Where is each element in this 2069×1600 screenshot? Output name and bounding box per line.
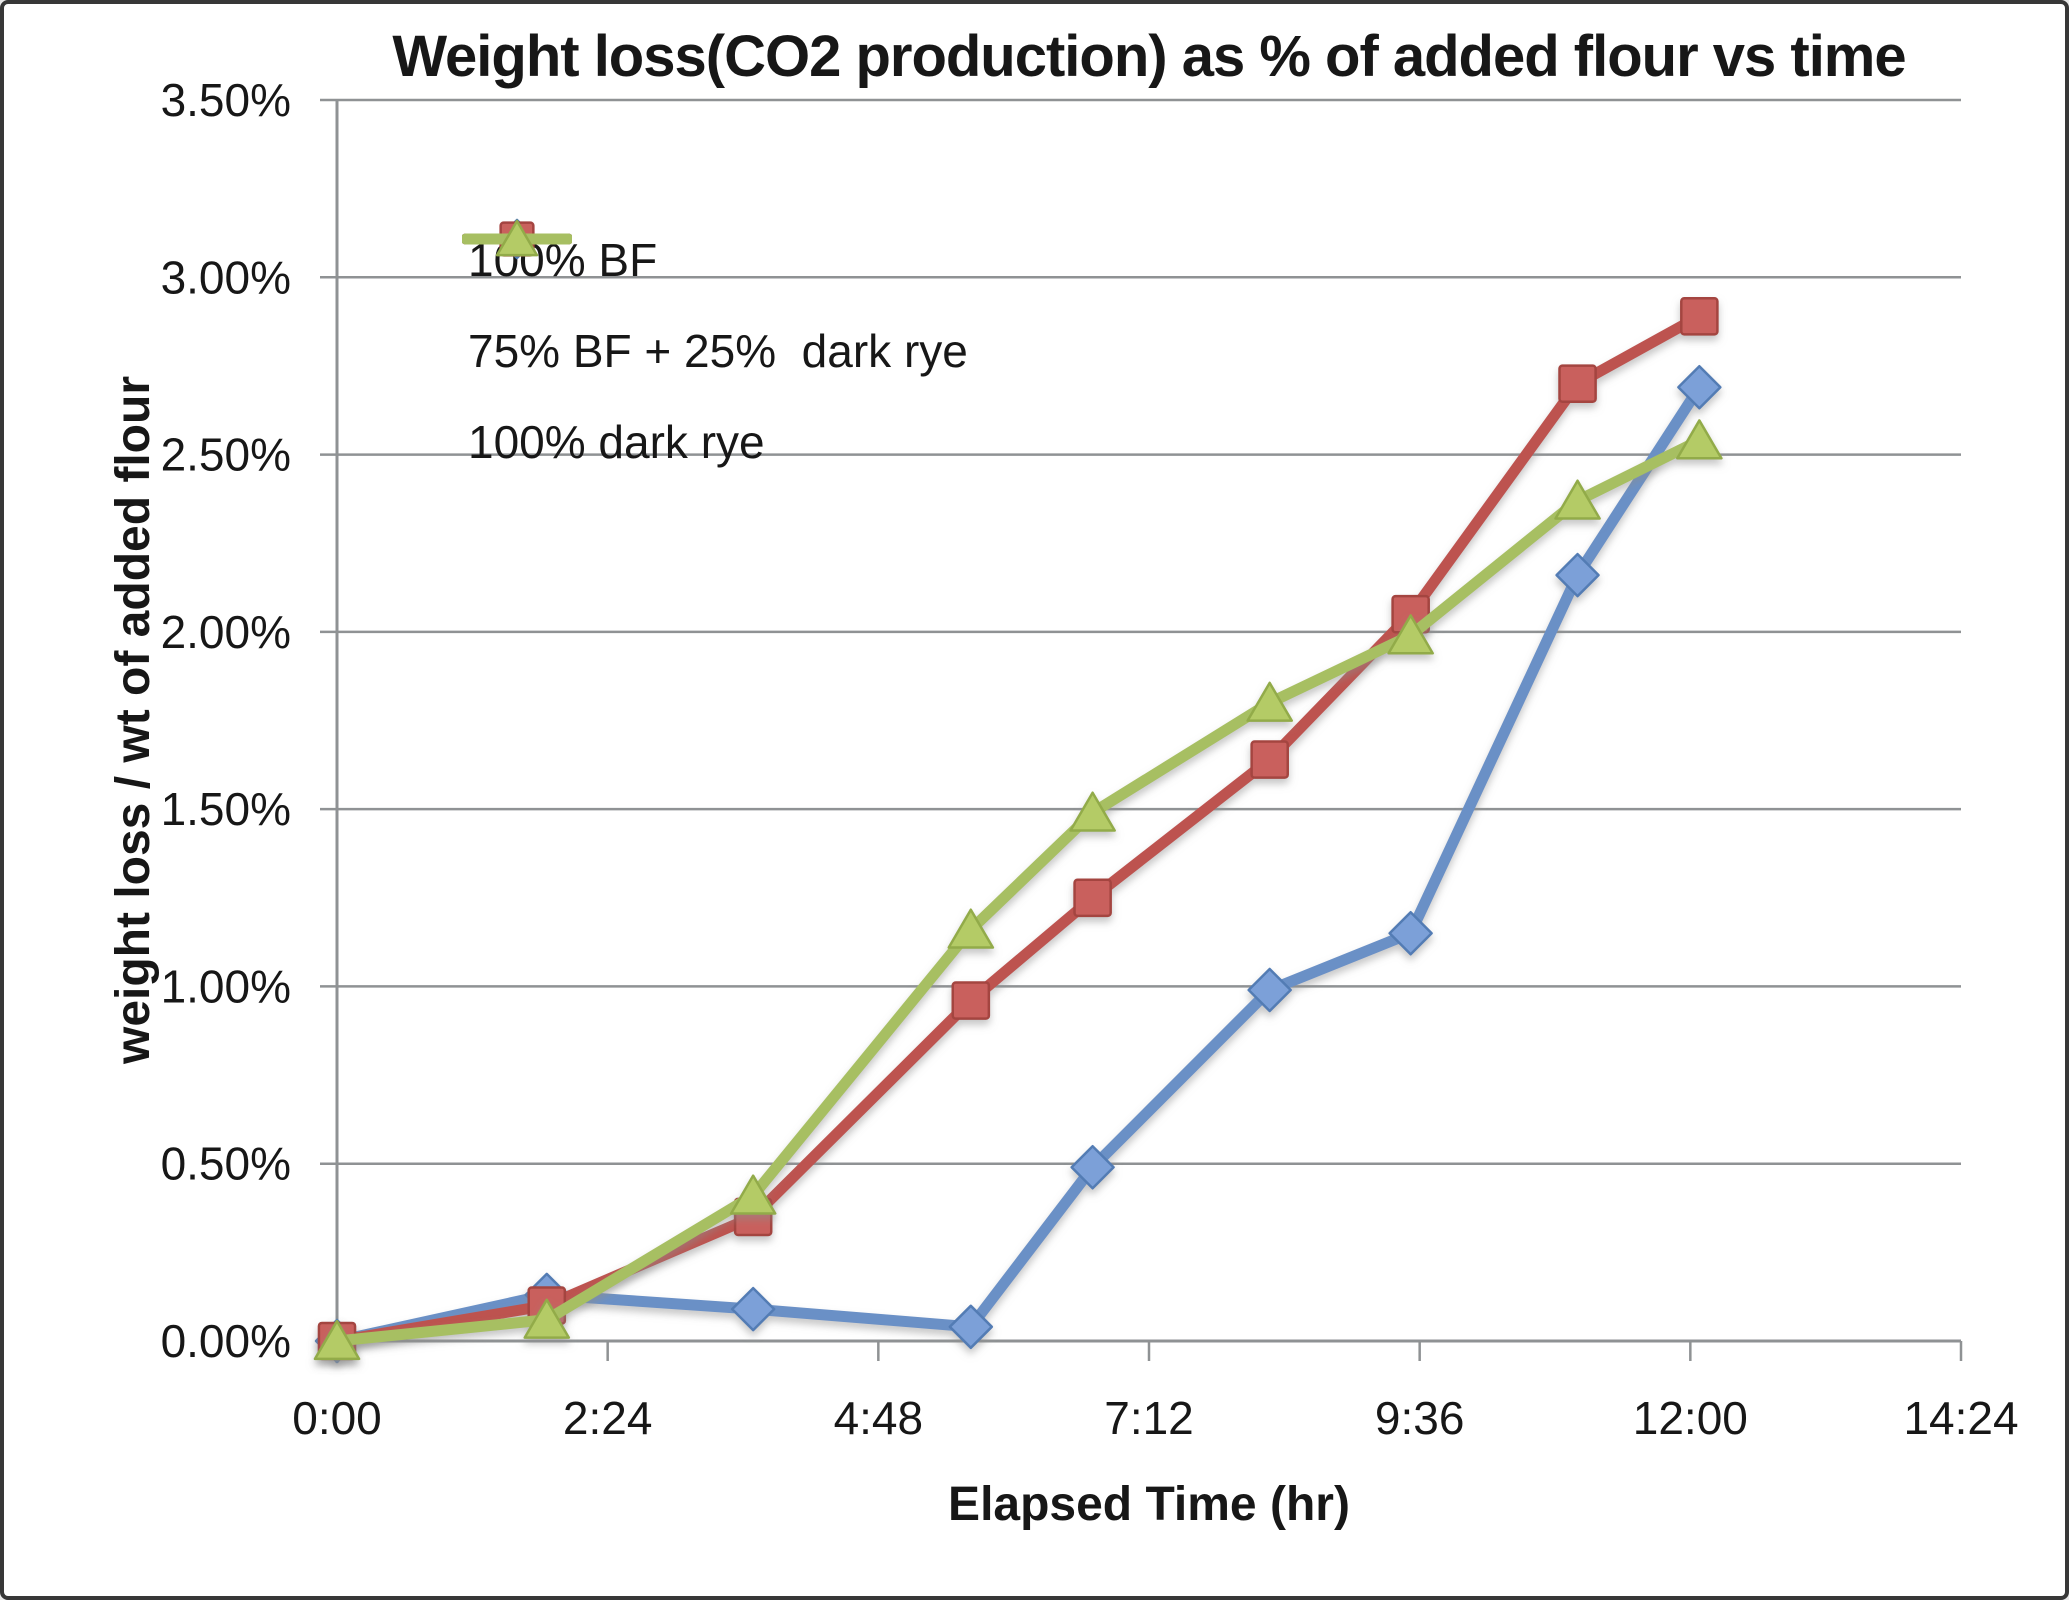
y-tick-label: 0.00% — [161, 1315, 291, 1367]
square-marker — [1250, 740, 1289, 779]
diamond-marker — [1388, 910, 1433, 956]
triangle-marker — [1387, 614, 1434, 655]
series-line — [331, 381, 1705, 1347]
x-tick-label: 4:48 — [834, 1392, 924, 1444]
triangle-legend-swatch — [462, 219, 572, 257]
diamond-marker — [1070, 1145, 1115, 1190]
square-marker — [1073, 878, 1112, 918]
triangle-marker — [523, 1298, 571, 1339]
x-tick-label: 12:00 — [1633, 1392, 1748, 1444]
series-layer — [313, 296, 1723, 1364]
diamond-marker — [1677, 364, 1722, 410]
x-tick-label: 14:24 — [1903, 1392, 2018, 1444]
square-marker — [1558, 364, 1597, 403]
triangle-marker — [1069, 791, 1116, 832]
x-tick-label: 7:12 — [1104, 1392, 1194, 1444]
triangle-marker — [1554, 479, 1601, 520]
y-tick-label: 1.00% — [161, 960, 291, 1012]
triangle-marker — [947, 908, 995, 949]
y-tick-label: 3.00% — [161, 251, 291, 303]
x-tick-label: 2:24 — [563, 1392, 653, 1444]
legend-label: 100% dark rye — [468, 415, 765, 468]
triangle-marker — [1246, 681, 1293, 722]
y-tick-label: 2.50% — [161, 429, 291, 481]
triangle-marker — [495, 219, 539, 257]
diamond-marker — [948, 1304, 994, 1350]
square-marker — [951, 981, 991, 1020]
diamond-marker — [1247, 967, 1292, 1013]
plot-area: Weight loss(CO2 production) as % of adde… — [107, 24, 2019, 1531]
diamond-marker — [1555, 552, 1600, 598]
x-axis-title: Elapsed Time (hr) — [948, 1478, 1350, 1531]
triangle-marker — [1676, 419, 1723, 460]
diamond-marker — [730, 1286, 776, 1332]
legend-label: 75% BF + 25% dark rye — [468, 324, 968, 377]
series-100-bf — [314, 364, 1722, 1364]
triangle-marker — [313, 1319, 361, 1361]
y-axis-title: weight loss / wt of added flour — [107, 376, 160, 1065]
legend-item-100-dark-rye: 100% dark rye — [462, 219, 968, 487]
legend-item-75-bf-25-dark-rye: 75% BF + 25% dark rye — [462, 221, 968, 396]
x-tick-label: 9:36 — [1375, 1392, 1465, 1444]
triangle-marker — [729, 1174, 777, 1215]
y-tick-label: 1.50% — [161, 783, 291, 835]
series-100-dark-rye — [313, 419, 1723, 1361]
series-line — [331, 434, 1705, 1347]
x-tick-label: 0:00 — [292, 1392, 382, 1444]
legend: 100% BF 75% BF + 25% dark rye 100% dark ry… — [462, 214, 968, 487]
grid-layer: 0.00% 0.50% 1.00% 1.50% 2.00% 2.50% 3.00% 3.50%… — [161, 74, 2019, 1444]
y-tick-label: 3.50% — [161, 74, 291, 126]
y-tick-label: 2.00% — [161, 606, 291, 658]
square-marker — [1680, 296, 1719, 336]
y-tick-label: 0.50% — [161, 1138, 291, 1190]
chart-title: Weight loss(CO2 production) as % of adde… — [392, 24, 1905, 89]
